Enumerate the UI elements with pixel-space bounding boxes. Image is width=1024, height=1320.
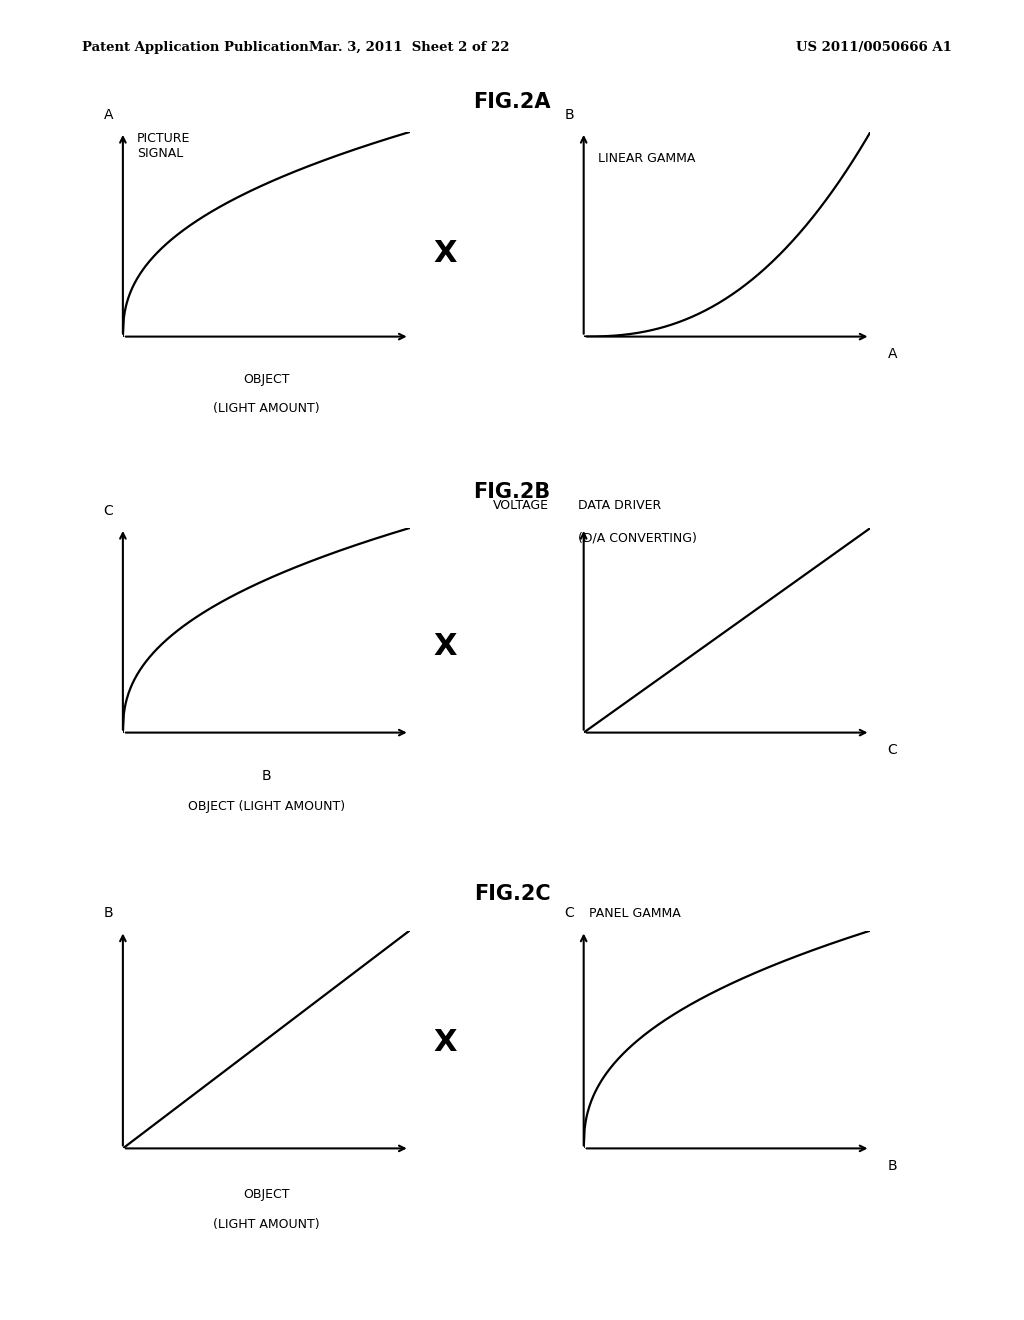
Text: PICTURE
SIGNAL: PICTURE SIGNAL — [137, 132, 190, 160]
Text: FIG.2C: FIG.2C — [474, 884, 550, 904]
Text: A: A — [888, 347, 897, 360]
Text: Patent Application Publication: Patent Application Publication — [82, 41, 308, 54]
Text: FIG.2B: FIG.2B — [473, 482, 551, 502]
Text: FIG.2A: FIG.2A — [473, 92, 551, 112]
Text: (LIGHT AMOUNT): (LIGHT AMOUNT) — [213, 1218, 319, 1232]
Text: PANEL GAMMA: PANEL GAMMA — [590, 907, 681, 920]
Text: X: X — [434, 239, 457, 268]
Text: B: B — [888, 1159, 897, 1173]
Text: C: C — [888, 743, 897, 756]
Text: X: X — [434, 1028, 457, 1057]
Text: US 2011/0050666 A1: US 2011/0050666 A1 — [797, 41, 952, 54]
Text: B: B — [564, 108, 574, 121]
Text: OBJECT: OBJECT — [243, 1188, 290, 1201]
Text: A: A — [103, 108, 114, 121]
Text: LINEAR GAMMA: LINEAR GAMMA — [598, 153, 695, 165]
Text: Mar. 3, 2011  Sheet 2 of 22: Mar. 3, 2011 Sheet 2 of 22 — [309, 41, 510, 54]
Text: DATA DRIVER: DATA DRIVER — [578, 499, 662, 512]
Text: OBJECT: OBJECT — [243, 374, 290, 387]
Text: (LIGHT AMOUNT): (LIGHT AMOUNT) — [213, 403, 319, 414]
Text: B: B — [103, 906, 114, 920]
Text: B: B — [261, 770, 271, 784]
Text: VOLTAGE: VOLTAGE — [494, 499, 549, 512]
Text: X: X — [434, 632, 457, 661]
Text: C: C — [564, 906, 574, 920]
Text: (D/A CONVERTING): (D/A CONVERTING) — [578, 532, 696, 544]
Text: C: C — [103, 504, 114, 517]
Text: OBJECT (LIGHT AMOUNT): OBJECT (LIGHT AMOUNT) — [187, 800, 345, 813]
